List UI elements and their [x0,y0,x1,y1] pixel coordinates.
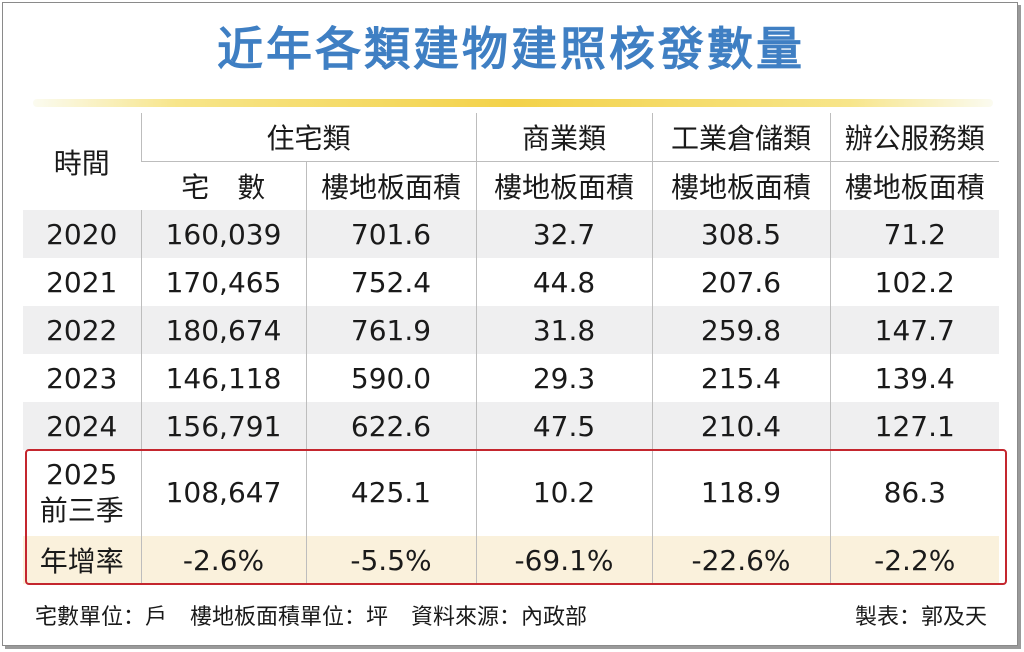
table-row: 2023 146,118 590.0 29.3 215.4 139.4 [23,354,1000,402]
cell-households: 180,674 [140,306,306,354]
cell-households: 160,039 [140,210,306,258]
header-sub-res-area: 樓地板面積 [305,161,477,210]
cell-com-area: 44.8 [475,258,653,306]
source-note: 資料來源：內政部 [411,605,588,630]
cell-off-area: 102.2 [829,258,1000,306]
cell-ind-area: 118.9 [651,450,831,536]
header-group-residential: 住宅類 [140,113,477,162]
cell-com-area: 29.3 [475,354,653,402]
cell-households: 108,647 [140,450,306,536]
table-row-2025: 2025 前三季 108,647 425.1 10.2 118.9 86.3 [23,450,1000,536]
table-row: 2020 160,039 701.6 32.7 308.5 71.2 [23,210,1000,258]
header-row-groups: 時間 住宅類 商業類 工業倉儲類 辦公服務類 [23,113,1000,180]
cell-ind-area: 215.4 [651,354,831,402]
growth-res-area: -5.5% [305,536,477,584]
title-underline-bar [33,99,993,107]
table-row: 2021 170,465 752.4 44.8 207.6 102.2 [23,258,1000,306]
cell-com-area: 32.7 [475,210,653,258]
table-row: 2022 180,674 761.9 31.8 259.8 147.7 [23,306,1000,354]
cell-households: 170,465 [140,258,306,306]
period-quarters: 前三季 [39,494,124,527]
cell-com-area: 10.2 [475,450,653,536]
unit-area-note: 樓地板面積單位：坪 [190,605,389,630]
header-time: 時間 [53,146,110,180]
row-period: 2021 [46,265,118,299]
header-row-subs: 宅 數 樓地板面積 樓地板面積 樓地板面積 樓地板面積 [23,161,1000,210]
row-period-2025: 2025 前三季 [23,450,141,536]
header-group-office: 辦公服務類 [829,113,1000,162]
header-group-industrial: 工業倉儲類 [651,113,831,162]
header-sub-ind-area: 樓地板面積 [651,161,831,210]
cell-res-area: 761.9 [305,306,477,354]
cell-ind-area: 308.5 [651,210,831,258]
cell-com-area: 31.8 [475,306,653,354]
cell-res-area: 752.4 [305,258,477,306]
row-period: 2022 [23,306,141,354]
cell-off-area: 139.4 [829,354,1000,402]
growth-off-area: -2.2% [829,536,1000,584]
cell-off-area: 127.1 [829,402,1000,450]
growth-com-area: -69.1% [475,536,653,584]
cell-ind-area: 207.6 [651,258,831,306]
cell-households: 156,791 [140,402,306,450]
cell-off-area: 71.2 [829,210,1000,258]
cell-ind-area: 259.8 [651,306,831,354]
cell-households: 146,118 [140,354,306,402]
cell-off-area: 147.7 [829,306,1000,354]
row-period: 2024 [23,402,141,450]
growth-label: 年增率 [23,536,141,584]
cell-res-area: 622.6 [305,402,477,450]
header-sub-off-area: 樓地板面積 [829,161,1000,210]
header-sub-households: 宅 數 [181,171,266,204]
header-group-commercial: 商業類 [475,113,653,162]
header-sub-com-area: 樓地板面積 [475,161,653,210]
table-row-growth: 年增率 -2.6% -5.5% -69.1% -22.6% -2.2% [23,536,1000,584]
page-title: 近年各類建物建照核發數量 [217,22,805,76]
cell-res-area: 425.1 [305,450,477,536]
cell-ind-area: 210.4 [651,402,831,450]
unit-households-note: 宅數單位：戶 [35,605,168,630]
growth-ind-area: -22.6% [651,536,831,584]
credit-note: 製表：郭及天 [854,605,987,630]
footer-notes: 宅數單位：戶 樓地板面積單位：坪 資料來源：內政部 [35,599,603,631]
cell-com-area: 47.5 [475,402,653,450]
row-period: 2023 [46,361,118,395]
building-permits-table: 時間 住宅類 商業類 工業倉儲類 辦公服務類 宅 數 樓地板面積 樓地板面積 樓… [23,113,1000,584]
cell-off-area: 86.3 [829,450,1000,536]
period-year: 2025 [46,458,118,491]
table-row: 2024 156,791 622.6 47.5 210.4 127.1 [23,402,1000,450]
growth-households: -2.6% [140,536,306,584]
cell-res-area: 590.0 [305,354,477,402]
row-period: 2020 [23,210,141,258]
cell-res-area: 701.6 [305,210,477,258]
